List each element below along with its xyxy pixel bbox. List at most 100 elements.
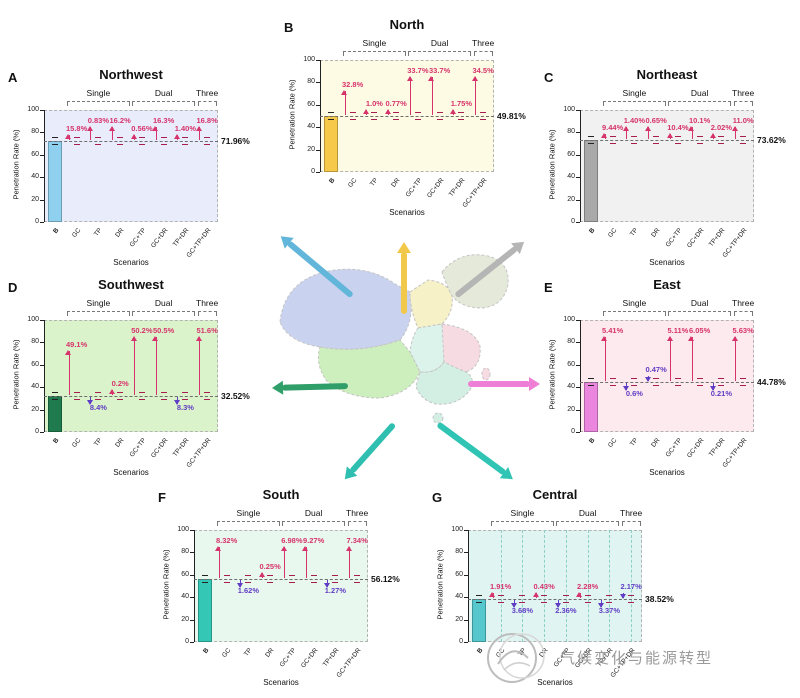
y-tick-label: 80 [31,338,39,346]
arrowhead-icon [152,126,159,131]
group-label: Three [472,38,495,48]
chart-panel-east: E East 0 20 40 60 80 100 Penetration Rate (%) B GC… [542,274,794,484]
y-tick-label: 40 [567,173,575,181]
chart-title: East [653,277,681,292]
group-bracket [282,521,345,526]
y-tick-label: 40 [181,593,189,601]
group-bracket [556,521,619,526]
group-bracket [621,521,641,526]
y-tick-label: 100 [27,316,39,323]
scenario-marker [95,137,102,146]
map-region-south [415,361,473,405]
arrowhead-icon [195,126,202,131]
y-tick-label: 100 [303,56,315,63]
arrowhead-icon [450,109,457,115]
chart-title: South [262,487,300,502]
group-bracket [603,101,666,106]
scenario-marker [718,135,725,144]
y-tick-mark [40,409,44,411]
annotation-value: 5.41% [601,326,624,335]
annotation-arrow [108,388,115,395]
arrowhead-icon [237,583,244,589]
arrowhead-icon [87,126,94,131]
y-tick-mark [576,409,580,411]
group-label: Dual [154,88,173,98]
annotation-value: 51.6% [196,326,218,335]
annotation-value: 2.02% [710,122,733,132]
scenario-marker [436,112,443,121]
group-label: Dual [690,298,709,308]
arrowhead-icon [363,109,370,115]
y-tick-label: 0 [35,218,39,225]
y-tick-label: 100 [177,526,189,533]
annotation-arrow [471,76,478,116]
group-label: Single [510,508,535,518]
annotation-value: 1.62% [237,586,260,596]
annotation-value: 11.0% [732,116,754,125]
annotation-arrow [280,546,287,579]
annotation-arrow [108,126,115,141]
plot-area [44,110,218,222]
arrowhead-icon [601,336,608,341]
scenario-marker [497,594,504,603]
annotation-value: 15.8% [65,124,88,134]
x-axis-label: Scenarios [649,468,685,477]
y-tick-mark [576,387,580,389]
y-axis [468,530,469,642]
annotation-value: 1.0% [365,99,383,109]
arrowhead-icon [644,376,651,382]
x-axis-label: Scenarios [263,678,299,687]
arrowhead-icon [511,602,518,608]
group-label: Single [86,88,111,98]
y-tick-mark [190,597,194,599]
arrowhead-icon [65,350,72,355]
arrowhead-icon [302,546,309,551]
annotation-arrow [237,580,244,589]
china-map [260,232,556,496]
arrowhead-icon [489,591,496,597]
annotation-arrow [731,126,738,139]
arrowhead-icon [666,336,673,341]
y-tick-mark [40,364,44,366]
annotation-value: 8.4% [89,402,107,412]
y-tick-mark [576,342,580,344]
scenario-marker [674,377,681,386]
baseline-bar [583,381,598,432]
arrowhead-icon [710,385,717,391]
annotation-arrow [406,76,413,116]
group-bracket [197,311,217,316]
annotation-arrow [174,396,181,405]
annotation-value: 0.77% [385,99,407,109]
arrowhead-icon [345,546,352,551]
annotation-arrow [363,109,370,116]
panel-letter: F [158,490,166,505]
group-bracket [132,311,195,316]
scenario-marker [541,594,548,603]
arrowhead-icon [623,126,630,131]
scenario-marker [349,112,356,121]
baseline-bar [47,141,62,222]
y-axis [44,110,45,222]
y-tick-label: 0 [459,638,463,645]
arrowhead-icon [576,591,583,597]
grid-line [565,530,567,642]
chart-panel-central: G Central 0 20 40 60 80 100 Penetration Rate (%)… [430,484,682,694]
baseline-line [44,395,218,397]
arrowhead-icon [554,602,561,608]
watermark-text: 气候变化与能源转型 [560,649,714,667]
arrowhead-icon [601,132,608,138]
grid-line [587,530,589,642]
annotation-value: 50.2% [131,326,153,335]
baseline-value: 71.96% [221,136,250,147]
annotation-value: 49.1% [65,340,88,349]
scenario-marker [160,391,167,400]
y-tick-mark [316,60,320,61]
y-tick-mark [576,364,580,366]
y-tick-mark [464,574,468,576]
annotation-value: 0.43% [533,581,555,591]
annotation-arrow [576,591,583,598]
annotation-arrow [710,382,717,391]
scenario-marker [480,112,487,121]
group-bracket [603,311,666,316]
annotation-arrow [623,382,630,391]
